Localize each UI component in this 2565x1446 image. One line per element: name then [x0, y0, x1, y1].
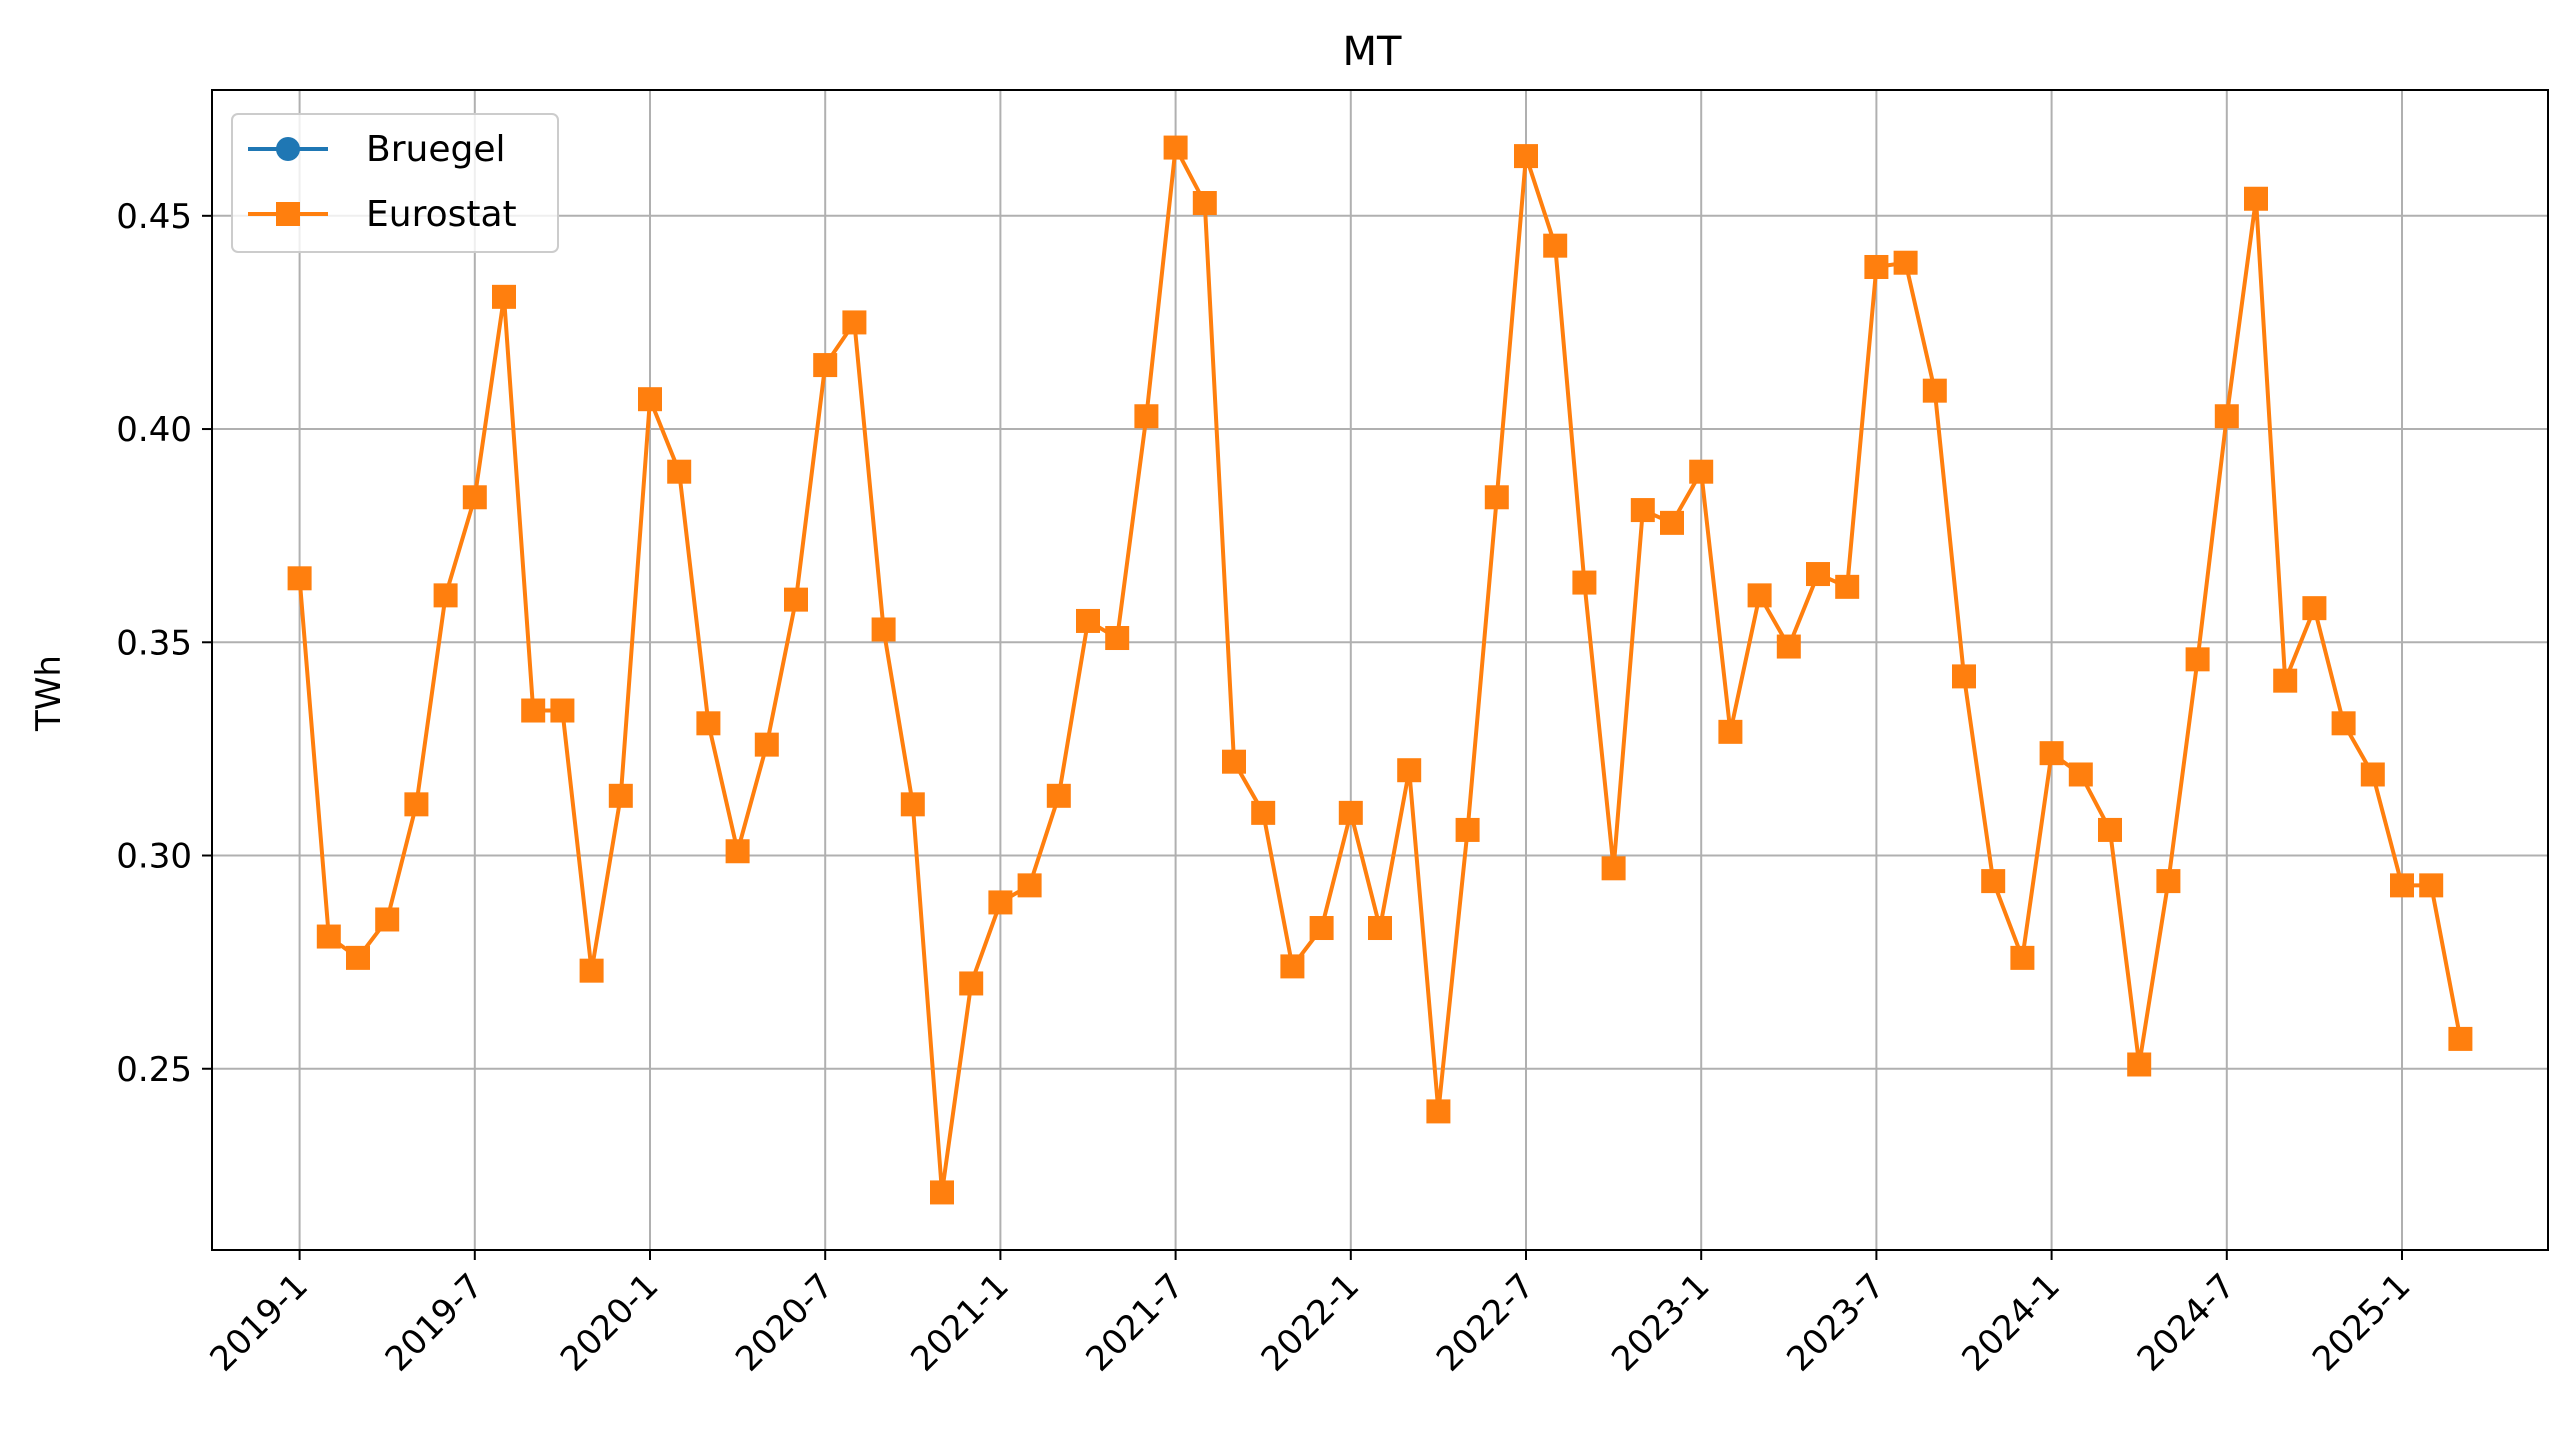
legend-bruegel-label: Bruegel [366, 129, 505, 170]
data-point [2419, 873, 2444, 898]
data-point [2156, 869, 2181, 894]
data-point [1718, 719, 1743, 744]
data-point [2068, 762, 2093, 787]
data-point [1981, 869, 2006, 894]
y-tick-label: 0.45 [116, 197, 192, 237]
data-point [2331, 711, 2356, 736]
data-point [1017, 873, 1042, 898]
data-point [842, 310, 867, 335]
data-point [1689, 459, 1714, 484]
data-point [2039, 741, 2064, 766]
data-point [1922, 378, 1947, 403]
y-tick-label: 0.30 [116, 837, 192, 877]
series-layer [287, 135, 2473, 1205]
data-point [1776, 634, 1801, 659]
y-axis-label: TWh [29, 655, 69, 732]
chart-title: MT [1343, 29, 1403, 75]
data-point [462, 485, 487, 510]
data-point [316, 924, 341, 949]
plot-area-frame [211, 89, 2549, 1251]
data-point [1952, 664, 1976, 689]
data-point [1163, 135, 1188, 160]
data-point [404, 792, 429, 817]
data-point [1426, 1099, 1451, 1124]
data-point [2185, 647, 2210, 672]
data-point [1251, 800, 1276, 825]
data-point [1309, 916, 1334, 941]
data-point [1455, 817, 1480, 842]
data-point [1076, 608, 1100, 633]
data-point [1660, 510, 1684, 535]
data-point [1046, 783, 1071, 808]
data-point [696, 711, 721, 736]
legend: Bruegel Eurostat [231, 113, 559, 253]
y-tick-label: 0.40 [116, 410, 192, 450]
data-point [1222, 749, 1246, 774]
data-point [2244, 186, 2268, 211]
data-point [433, 583, 458, 608]
data-point [2302, 596, 2327, 621]
data-point [1543, 233, 1568, 258]
data-point [754, 732, 779, 757]
data-point [2360, 762, 2385, 787]
data-point [1893, 250, 1918, 275]
legend-bruegel-marker [276, 137, 300, 161]
data-point [579, 958, 604, 983]
data-point [2098, 817, 2122, 842]
data-point [2010, 945, 2035, 970]
legend-eurostat-marker [276, 202, 300, 226]
data-point [725, 839, 750, 864]
data-point [1747, 583, 1772, 608]
data-point [1397, 758, 1422, 783]
data-point [1484, 485, 1509, 510]
data-point [287, 566, 312, 591]
data-point [900, 792, 925, 817]
data-point [1806, 562, 1830, 587]
data-point [1864, 254, 1889, 279]
data-point [1338, 800, 1363, 825]
data-point [1105, 626, 1130, 651]
data-point [2273, 668, 2298, 693]
data-point [521, 698, 546, 723]
data-point [1368, 916, 1392, 941]
data-point [2214, 404, 2239, 429]
y-tick-label: 0.25 [116, 1050, 192, 1090]
data-point [1601, 856, 1626, 881]
data-point [346, 945, 370, 970]
data-point [2448, 1026, 2473, 1051]
data-point [959, 971, 984, 996]
data-point [492, 284, 516, 309]
data-point [667, 459, 692, 484]
data-point [608, 783, 633, 808]
legend-eurostat-label: Eurostat [366, 194, 517, 235]
data-point [813, 353, 838, 378]
data-point [2127, 1052, 2152, 1077]
data-point [988, 890, 1013, 915]
data-point [930, 1180, 954, 1205]
y-axis: 0.25 0.30 0.35 0.40 0.45 [116, 197, 212, 1090]
grid [212, 90, 2548, 1250]
data-point [1514, 144, 1538, 169]
data-point [1280, 954, 1305, 979]
data-point [784, 587, 808, 612]
data-point [375, 907, 400, 932]
y-tick-label: 0.35 [116, 623, 192, 663]
data-point [871, 617, 896, 642]
data-point [1630, 498, 1655, 523]
data-point [1572, 570, 1597, 595]
data-point [1192, 191, 1217, 216]
data-point [550, 698, 575, 723]
data-point [1134, 404, 1159, 429]
data-point [1835, 574, 1860, 599]
data-point [2390, 873, 2414, 898]
data-point [638, 387, 662, 412]
